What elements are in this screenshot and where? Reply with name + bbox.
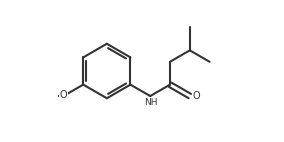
Text: O: O — [60, 90, 67, 100]
Text: O: O — [193, 91, 200, 101]
Text: NH: NH — [144, 98, 158, 107]
